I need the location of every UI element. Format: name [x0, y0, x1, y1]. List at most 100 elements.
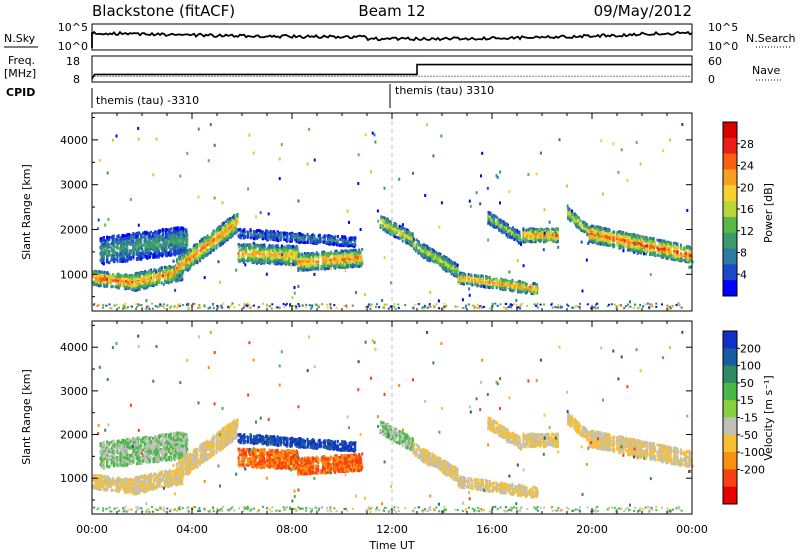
power-cell — [280, 262, 283, 266]
power-cell — [182, 256, 185, 260]
power-cell — [268, 244, 271, 248]
power-cell — [186, 239, 189, 243]
power-cell — [158, 229, 161, 233]
power-cell — [123, 277, 126, 281]
power-cell — [280, 250, 283, 254]
power-cell — [110, 253, 113, 257]
power-cell — [179, 278, 182, 282]
power-cell — [266, 236, 269, 240]
power-cell — [106, 256, 109, 260]
noise-tick-right-top: 10^5 — [708, 21, 738, 34]
power-cell — [133, 236, 135, 239]
power-cell — [121, 277, 124, 281]
power-cell — [93, 271, 96, 275]
power-cell — [180, 247, 183, 251]
power-cell — [121, 275, 124, 279]
power-cell — [179, 242, 182, 246]
power-cell — [142, 284, 145, 287]
power-cell — [149, 242, 152, 246]
power-cell — [323, 266, 326, 270]
power-cell — [196, 243, 199, 247]
power-cell — [307, 259, 310, 263]
power-cell — [173, 271, 176, 275]
power-cell — [133, 282, 136, 285]
power-cell — [179, 227, 182, 231]
power-cell — [134, 274, 137, 278]
power-cell — [94, 274, 97, 278]
power-cell — [102, 238, 105, 241]
power-cell — [176, 233, 179, 236]
power-cell — [237, 251, 240, 255]
power-cell — [206, 248, 209, 252]
power-cell — [162, 232, 164, 236]
cpid-row: themis (tau) -3310 themis (tau) 3310 — [91, 84, 494, 108]
power-cell — [155, 276, 158, 280]
power-cell — [163, 265, 166, 269]
power-cell — [242, 229, 245, 232]
power-cell — [153, 274, 156, 278]
power-cell — [112, 275, 115, 279]
power-cell — [170, 280, 173, 284]
power-cell — [196, 249, 199, 253]
power-cell — [133, 248, 135, 252]
power-cell — [200, 256, 203, 260]
power-cell — [238, 260, 241, 264]
power-cell — [168, 231, 170, 235]
power-cell — [177, 271, 180, 275]
power-cell — [209, 239, 212, 242]
power-cell — [276, 248, 279, 252]
power-cell — [304, 241, 307, 245]
power-cell — [239, 236, 242, 240]
power-cell — [330, 262, 333, 266]
power-cell — [119, 258, 122, 262]
power-cell — [129, 252, 132, 256]
power-cell — [348, 253, 351, 257]
power-cell — [311, 235, 313, 239]
power-cell — [254, 244, 257, 248]
power-cell — [135, 286, 138, 290]
power-cell — [110, 285, 113, 289]
power-cell — [179, 244, 182, 248]
power-cell — [341, 250, 344, 253]
power-cell — [312, 262, 314, 266]
power-cell — [116, 259, 119, 263]
power-cell — [121, 281, 124, 285]
power-cell — [142, 252, 145, 256]
power-cell — [344, 241, 347, 245]
power-cell — [107, 281, 110, 284]
power-cell — [135, 235, 138, 239]
power-cell — [153, 281, 156, 284]
power-cell — [173, 277, 176, 280]
power-cell — [150, 268, 152, 272]
freq-unit-label: [MHz] — [4, 67, 36, 80]
power-cell — [97, 272, 100, 275]
power-cell — [270, 245, 273, 249]
power-cell — [307, 264, 310, 268]
power-cell — [106, 259, 109, 263]
power-cell — [126, 248, 129, 252]
power-cell — [216, 228, 218, 231]
power-cell — [94, 278, 97, 282]
power-cell — [120, 279, 123, 283]
power-cell — [274, 253, 277, 257]
power-cell — [317, 267, 320, 271]
power-cell — [170, 270, 173, 274]
power-cell — [99, 237, 102, 241]
power-cell — [173, 266, 176, 270]
power-cell — [113, 250, 116, 253]
power-cell — [153, 268, 156, 272]
power-cell — [148, 249, 151, 253]
power-cell — [140, 239, 143, 243]
power-cell — [172, 271, 175, 275]
power-cell — [117, 234, 120, 238]
power-cell — [125, 277, 128, 281]
power-cell — [140, 252, 143, 255]
power-cell — [331, 239, 334, 243]
power-cell — [99, 284, 102, 288]
power-cell — [106, 283, 108, 286]
power-cell — [291, 235, 294, 239]
power-cell — [129, 237, 132, 241]
power-cell — [339, 237, 342, 241]
power-cell — [163, 242, 166, 246]
power-cell — [144, 270, 147, 273]
